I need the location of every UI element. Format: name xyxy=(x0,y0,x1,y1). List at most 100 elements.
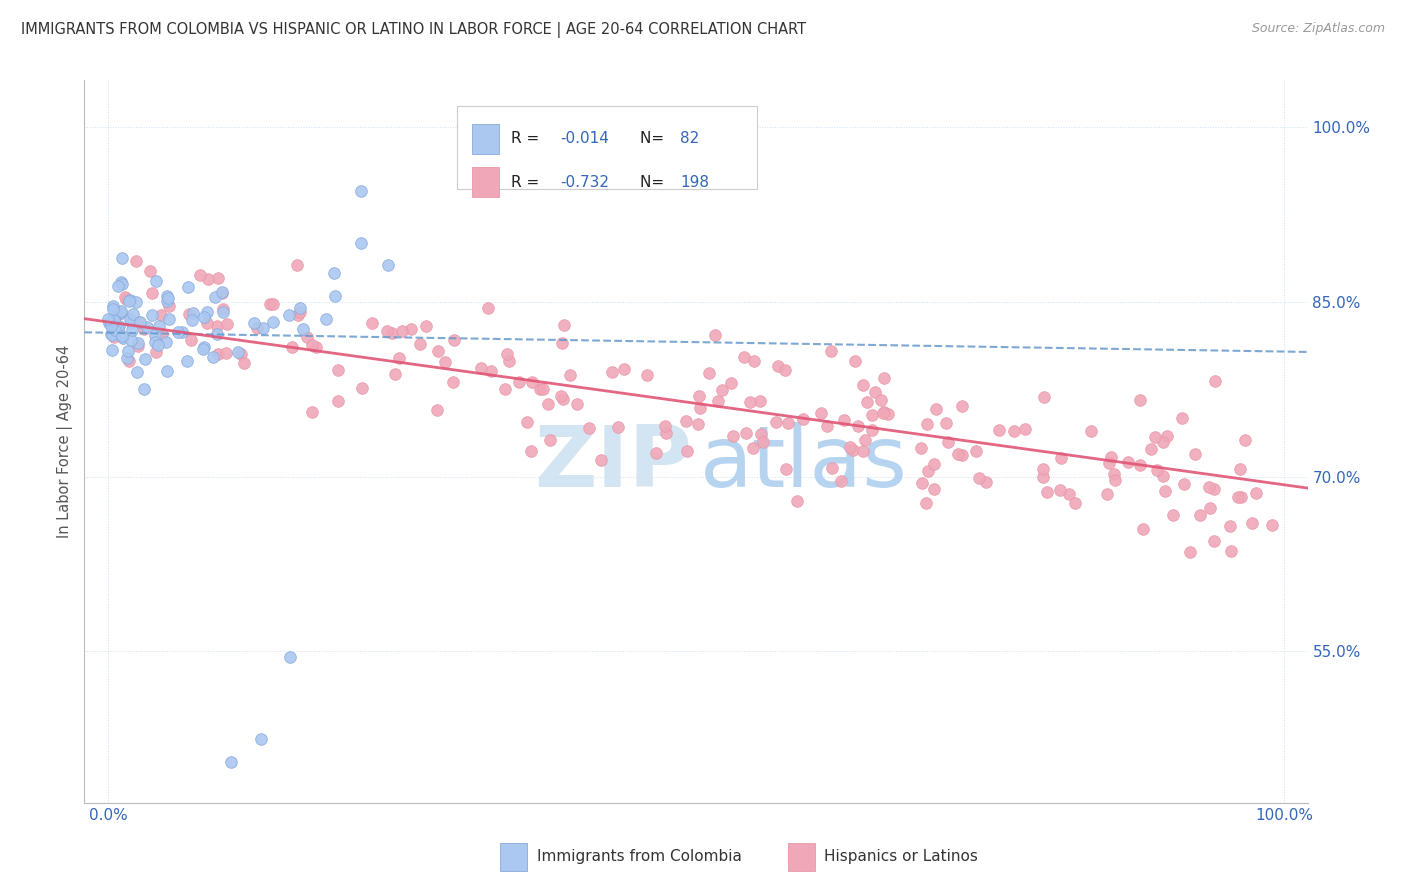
Point xyxy=(305,340,328,354)
Point xyxy=(201,351,224,365)
Point xyxy=(748,393,770,408)
Point xyxy=(644,446,666,460)
Point xyxy=(180,333,202,347)
Point xyxy=(141,285,163,300)
Point xyxy=(1204,374,1226,388)
Point xyxy=(110,305,132,319)
Point xyxy=(377,258,399,272)
Point xyxy=(1156,429,1178,443)
Point xyxy=(426,402,449,417)
Point xyxy=(360,316,382,330)
Point xyxy=(156,293,179,308)
Point xyxy=(1153,484,1175,499)
Point xyxy=(145,345,167,359)
Point xyxy=(1146,463,1168,477)
Point xyxy=(792,412,814,426)
Point xyxy=(860,409,883,423)
Point xyxy=(839,440,862,454)
Point xyxy=(193,340,215,354)
Point xyxy=(768,359,790,374)
Point xyxy=(675,414,697,428)
Point xyxy=(1152,434,1174,449)
Point xyxy=(215,346,238,360)
Point xyxy=(832,413,855,427)
Point xyxy=(291,322,314,336)
Point xyxy=(519,443,541,458)
Text: Hispanics or Latinos: Hispanics or Latinos xyxy=(824,849,979,863)
Text: R =: R = xyxy=(512,131,544,146)
Point xyxy=(384,367,406,381)
Point xyxy=(1129,458,1152,473)
Y-axis label: In Labor Force | Age 20-64: In Labor Force | Age 20-64 xyxy=(58,345,73,538)
Point xyxy=(111,277,134,291)
Point xyxy=(103,313,125,327)
Text: Immigrants from Colombia: Immigrants from Colombia xyxy=(537,849,742,863)
Point xyxy=(1104,473,1126,487)
Text: -0.732: -0.732 xyxy=(560,175,609,189)
Point xyxy=(117,344,139,359)
Point xyxy=(551,335,574,350)
Point xyxy=(479,363,502,377)
Point xyxy=(246,320,269,334)
Point xyxy=(111,329,134,343)
Point xyxy=(863,385,886,400)
Point xyxy=(381,326,404,340)
Point xyxy=(120,293,142,308)
Point xyxy=(1032,470,1054,484)
Point xyxy=(1080,424,1102,438)
Point xyxy=(150,308,173,322)
Point xyxy=(204,290,226,304)
Point xyxy=(810,406,832,420)
FancyBboxPatch shape xyxy=(457,105,758,189)
Point xyxy=(176,354,198,368)
Point xyxy=(212,301,235,316)
Point xyxy=(752,434,775,449)
Point xyxy=(553,318,575,332)
Point xyxy=(172,325,194,339)
Point xyxy=(775,462,797,476)
Point xyxy=(704,327,727,342)
Point xyxy=(118,294,141,309)
Point xyxy=(110,304,132,318)
Point xyxy=(122,307,145,321)
Point xyxy=(1184,447,1206,461)
Point xyxy=(470,361,492,376)
Point xyxy=(193,342,215,356)
Point xyxy=(205,327,228,342)
Point xyxy=(537,397,560,411)
Point xyxy=(176,279,198,293)
Point xyxy=(105,307,128,321)
Point xyxy=(249,731,271,746)
Point xyxy=(924,402,946,417)
Point xyxy=(328,394,350,409)
Point xyxy=(350,236,373,251)
Point xyxy=(765,415,787,429)
Point xyxy=(98,314,121,328)
Point xyxy=(676,444,699,458)
Point xyxy=(1064,496,1087,510)
Point xyxy=(98,317,121,331)
Point xyxy=(689,401,711,416)
Point xyxy=(1161,508,1184,522)
Point xyxy=(207,347,229,361)
Point xyxy=(148,318,170,333)
Point xyxy=(262,315,284,329)
Point xyxy=(922,457,945,471)
Point xyxy=(686,417,709,431)
Point xyxy=(207,271,229,285)
Point xyxy=(110,275,132,289)
Point xyxy=(1032,462,1054,476)
Point xyxy=(742,353,765,368)
Point xyxy=(136,320,159,334)
Point xyxy=(128,315,150,329)
Point xyxy=(841,442,863,457)
Point xyxy=(873,405,896,419)
Point xyxy=(550,388,572,402)
Point xyxy=(115,292,138,306)
Point xyxy=(872,406,894,420)
Point xyxy=(1049,483,1071,497)
Point xyxy=(141,308,163,322)
Point xyxy=(212,305,235,319)
Point xyxy=(156,364,179,378)
Point xyxy=(101,302,124,317)
